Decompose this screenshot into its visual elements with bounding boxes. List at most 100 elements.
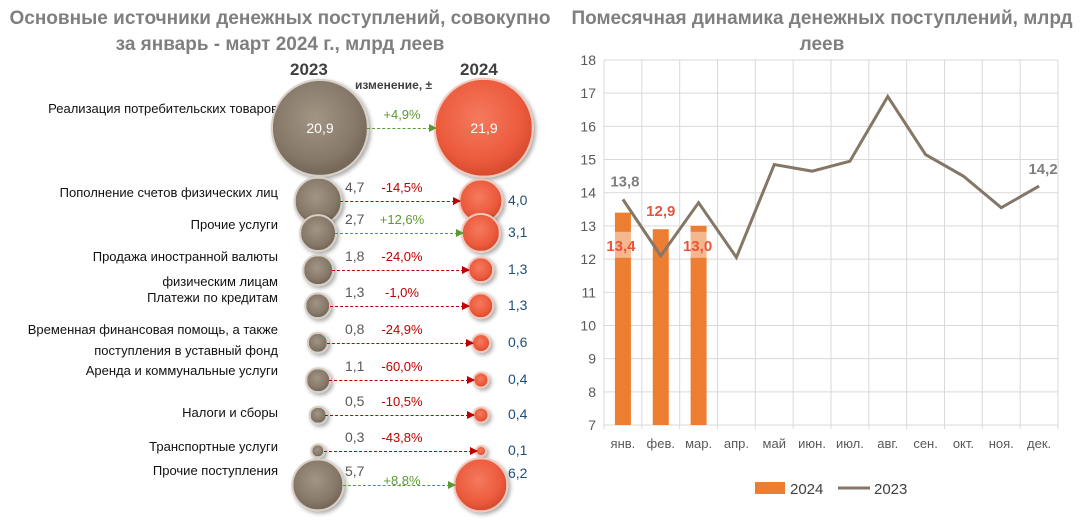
value-2023: 1,1 [345, 358, 365, 374]
value-2024: 0,6 [508, 334, 528, 350]
change-percent: -14,5% [381, 180, 423, 195]
change-percent: -43,8% [381, 430, 423, 445]
x-tick-label: ноя. [989, 436, 1014, 451]
bubble-2024 [453, 457, 509, 513]
y-tick-label: 16 [580, 118, 596, 134]
value-2024: 4,0 [508, 192, 528, 208]
x-tick-label: сен. [913, 436, 938, 451]
x-tick-label: апр. [724, 436, 749, 451]
y-tick-label: 7 [588, 417, 596, 433]
y-tick-label: 18 [580, 52, 596, 68]
change-header: изменение, ± [355, 78, 433, 92]
year-2023-header: 2023 [290, 60, 328, 79]
value-2024: 0,4 [508, 371, 528, 387]
value-2024: 3,1 [508, 224, 528, 240]
row-label: Налоги и сборы [182, 405, 278, 420]
line-data-label-first: 13,8 [610, 173, 639, 190]
change-arrow [328, 376, 476, 384]
bubble-2024 [467, 292, 495, 320]
change-percent: +12,6% [379, 212, 425, 227]
bubble-2024 [471, 333, 491, 353]
row-label: Временная финансовая помощь, а также пос… [27, 322, 278, 358]
x-tick-label: мар. [685, 436, 712, 451]
y-tick-label: 8 [588, 384, 596, 400]
y-tick-label: 11 [581, 284, 596, 300]
value-2024: 1,3 [508, 297, 528, 313]
value-2023: 0,5 [345, 393, 365, 409]
value-2023: 0,8 [345, 321, 365, 337]
value-2023: 1,3 [345, 284, 365, 300]
x-tick-label: дек. [1027, 436, 1051, 451]
value-2024: 0,1 [508, 442, 528, 458]
x-tick-label: янв. [611, 436, 636, 451]
bar-data-label: 13,4 [606, 238, 636, 255]
change-percent: -24,9% [381, 322, 423, 337]
change-percent: -1,0% [385, 285, 419, 300]
value-2024: 0,4 [508, 406, 528, 422]
bar-2024 [690, 225, 707, 425]
y-tick-label: 12 [580, 251, 596, 267]
label-bg [606, 231, 639, 258]
legend-label-2024: 2024 [790, 481, 823, 498]
change-percent: -24,0% [381, 249, 423, 264]
label-bg [682, 231, 715, 258]
bubble-2023 [302, 254, 334, 286]
legend-swatch-2024 [755, 482, 785, 494]
value-2023: 0,3 [345, 429, 365, 445]
row-label: Продажа иностранной валюты физическим ли… [92, 249, 278, 289]
change-arrow [329, 302, 470, 310]
bubble-2023 [304, 292, 332, 320]
x-tick-label: июн. [798, 436, 826, 451]
change-percent: +4,9% [383, 107, 421, 122]
chart-title: Помесячная динамика денежных поступлений… [571, 8, 1073, 55]
line-data-label-last: 14,2 [1028, 161, 1057, 178]
value-2023: 4,7 [345, 179, 365, 195]
row-label: Пополнение счетов физических лиц [59, 185, 278, 200]
change-arrow [340, 197, 462, 205]
line-2023 [621, 93, 1040, 261]
x-tick-label: авг. [877, 436, 898, 451]
x-tick-label: май [763, 436, 786, 451]
value-2023: 2,7 [345, 211, 365, 227]
change-arrow [325, 411, 476, 419]
bar-2024 [652, 229, 669, 425]
bubble-2023 [299, 214, 337, 252]
row-label: Транспортные услуги [149, 439, 278, 454]
value-2023: 5,7 [345, 463, 365, 479]
bubble-2024 [467, 256, 495, 284]
left-title: Основные источники денежных поступлений,… [9, 8, 551, 55]
y-tick-label: 14 [580, 185, 596, 201]
year-2024-header: 2024 [460, 60, 498, 79]
change-percent: +8,8% [383, 473, 421, 488]
change-arrow [367, 124, 437, 132]
y-tick-label: 10 [580, 317, 596, 333]
x-tick-label: фев. [647, 436, 675, 451]
monthly-chart: 7 8 9 10 11 12 13 14 15 16 17 18 янв. фев. мар. апр. май… [580, 52, 1059, 498]
change-percent: -60,0% [381, 359, 423, 374]
value-2023: 1,8 [345, 248, 365, 264]
change-arrow [334, 229, 464, 237]
y-tick-label: 13 [580, 218, 596, 234]
bubble-2023 [291, 458, 345, 512]
row-label: Платежи по кредитам [147, 290, 278, 305]
change-arrow [342, 481, 457, 489]
y-tick-label: 9 [588, 351, 596, 367]
change-arrow [331, 266, 471, 274]
change-arrow [323, 447, 479, 455]
bubble-2024: 21,9 [433, 77, 535, 179]
bubble-2023 [305, 367, 331, 393]
x-tick-label: июл. [836, 436, 864, 451]
legend-label-2023: 2023 [874, 481, 907, 498]
bar-data-label: 12,9 [646, 203, 675, 220]
row-label: Прочие услуги [190, 217, 278, 232]
bubble-2023 [306, 331, 330, 355]
row-label: Прочие поступления [152, 463, 278, 478]
row-label: Аренда и коммунальные услуги [85, 363, 278, 378]
bar-2024 [614, 212, 631, 425]
x-tick-label: окт. [953, 436, 974, 451]
bubble-2024 [460, 212, 502, 254]
bar-data-label: 13,0 [683, 238, 712, 255]
row-label: Реализация потребительских товаров [48, 101, 278, 116]
y-tick-label: 17 [580, 85, 596, 101]
y-tick-label: 15 [580, 152, 596, 168]
